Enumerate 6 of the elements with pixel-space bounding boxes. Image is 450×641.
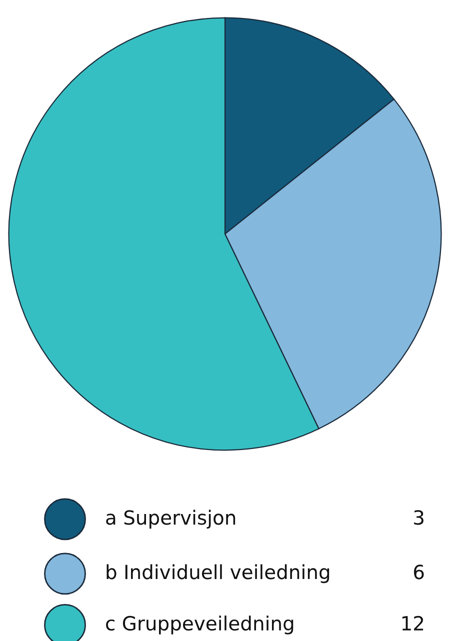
legend-label: c Gruppeveiledning: [106, 616, 294, 634]
data-label: 3: [414, 510, 424, 525]
legend-label: b Individuell veiledning: [106, 564, 330, 584]
data-label: 6: [414, 564, 424, 580]
data-label: 12: [402, 616, 424, 630]
legend-label: a Supervisjon: [106, 510, 236, 529]
